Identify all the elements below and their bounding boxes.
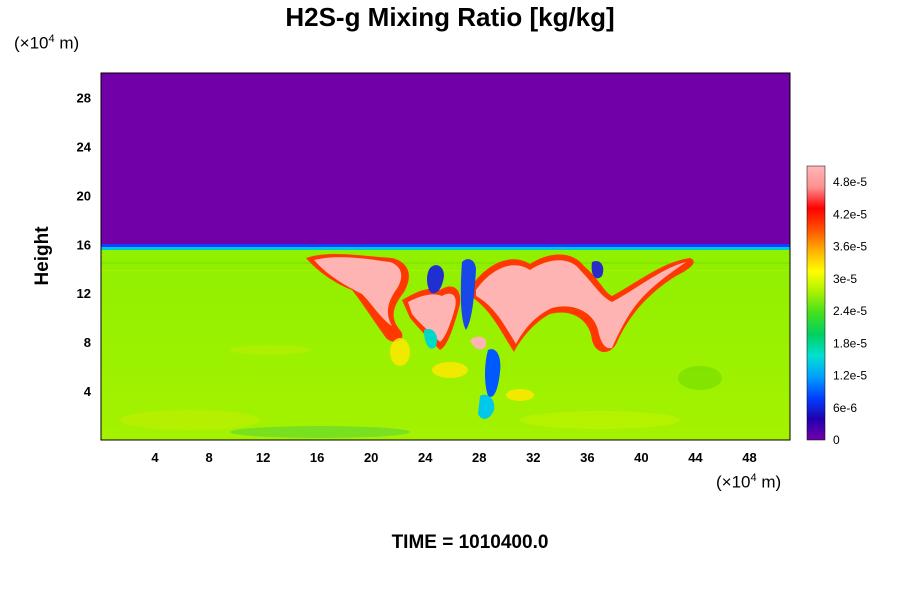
halo bbox=[390, 338, 410, 366]
y-tick-label: 24 bbox=[77, 139, 92, 154]
plume-core-center bbox=[408, 293, 456, 342]
interface-band-cyan bbox=[101, 247, 790, 250]
plume-core bbox=[314, 257, 686, 350]
x-tick-label: 8 bbox=[205, 450, 212, 465]
colorbar-ticks: 0 6e-6 1.2e-5 1.8e-5 2.4e-5 3e-5 3.6e-5 4.2e-5 4… bbox=[833, 175, 867, 447]
x-tick-label: 44 bbox=[688, 450, 703, 465]
x-tick-label: 28 bbox=[472, 450, 486, 465]
colorbar-tick-label: 0 bbox=[833, 433, 840, 447]
intrusion-cyan-streak bbox=[424, 328, 438, 349]
colorbar-tick-label: 1.8e-5 bbox=[833, 336, 867, 350]
plume-core-fragment bbox=[470, 336, 487, 350]
y-axis-unit: (×104 m) bbox=[14, 33, 80, 53]
intrusion-left bbox=[427, 265, 444, 294]
intrusion-center bbox=[460, 259, 476, 330]
y-ticks: 4 8 12 16 20 24 28 bbox=[77, 90, 92, 399]
plot-frame bbox=[100, 72, 791, 441]
x-tick-label: 16 bbox=[310, 450, 324, 465]
colorbar-fill bbox=[806, 165, 826, 441]
x-ticks: 4 8 12 16 20 24 28 32 36 40 44 48 bbox=[151, 450, 756, 465]
halo bbox=[506, 389, 534, 401]
colorbar-tick-label: 6e-6 bbox=[833, 401, 857, 415]
y-tick-label: 16 bbox=[77, 237, 91, 252]
interface-band-blue bbox=[101, 244, 790, 247]
x-tick-label: 24 bbox=[418, 450, 433, 465]
intrusions bbox=[424, 259, 604, 419]
colorbar-tick-label: 4.2e-5 bbox=[833, 207, 867, 221]
x-tick-label: 12 bbox=[256, 450, 270, 465]
x-axis-unit: (×104 m) bbox=[716, 472, 782, 492]
y-tick-label: 8 bbox=[84, 335, 91, 350]
texture-blob bbox=[520, 411, 680, 429]
texture-band bbox=[101, 262, 790, 264]
colorbar-tick-label: 3e-5 bbox=[833, 272, 857, 286]
plot-area bbox=[100, 72, 791, 441]
colorbar: 0 6e-6 1.2e-5 1.8e-5 2.4e-5 3e-5 3.6e-5 4.2e-5 4… bbox=[806, 165, 867, 447]
colorbar-tick-label: 2.4e-5 bbox=[833, 304, 867, 318]
plume-core-right-arc bbox=[476, 260, 686, 349]
x-tick-label: 20 bbox=[364, 450, 378, 465]
y-tick-label: 4 bbox=[84, 384, 92, 399]
texture-blob bbox=[230, 345, 310, 355]
chart-title: H2S-g Mixing Ratio [kg/kg] bbox=[285, 2, 615, 32]
colorbar-tick-label: 4.8e-5 bbox=[833, 175, 867, 189]
time-label: TIME = 1010400.0 bbox=[391, 532, 549, 553]
x-tick-label: 48 bbox=[742, 450, 756, 465]
y-tick-label: 20 bbox=[77, 188, 91, 203]
x-tick-label: 40 bbox=[634, 450, 648, 465]
x-tick-label: 4 bbox=[151, 450, 159, 465]
intrusion-lower-halo bbox=[478, 394, 495, 419]
y-tick-label: 12 bbox=[77, 286, 91, 301]
colorbar-tick-label: 1.2e-5 bbox=[833, 369, 867, 383]
x-tick-label: 32 bbox=[526, 450, 540, 465]
upper-layer-field bbox=[101, 73, 790, 253]
colorbar-tick-label: 3.6e-5 bbox=[833, 240, 867, 254]
y-tick-label: 28 bbox=[77, 90, 91, 105]
texture-blob bbox=[230, 426, 410, 438]
lower-layer-field bbox=[101, 250, 790, 440]
texture-band bbox=[101, 270, 790, 271]
intrusion-lower bbox=[485, 349, 501, 397]
texture-blob bbox=[120, 410, 260, 430]
halos bbox=[390, 338, 534, 401]
halo bbox=[432, 362, 468, 378]
x-tick-label: 36 bbox=[580, 450, 594, 465]
intrusion-right bbox=[591, 260, 604, 279]
plume-core-left bbox=[314, 257, 402, 326]
texture-blob bbox=[678, 366, 722, 390]
